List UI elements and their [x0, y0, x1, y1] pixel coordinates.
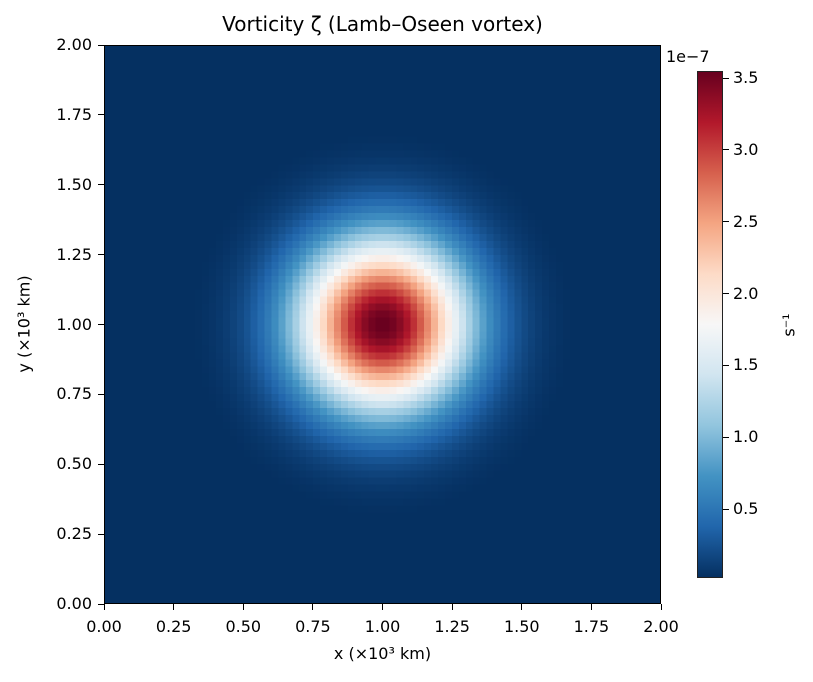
- colorbar-tick-label: 3.5: [733, 68, 759, 88]
- x-tick-label: 0.50: [225, 617, 262, 636]
- colorbar-tick-label: 0.5: [733, 499, 759, 519]
- colorbar-tick-mark: [723, 364, 729, 366]
- y-tick-mark: [98, 254, 104, 256]
- x-tick-label: 0.00: [86, 617, 122, 636]
- y-tick-mark: [98, 533, 104, 535]
- colorbar-tick-mark: [723, 508, 729, 510]
- x-tick-mark: [382, 604, 383, 610]
- chart-title: Vorticity ζ (Lamb–Oseen vortex): [222, 12, 543, 36]
- colorbar-tick-mark: [723, 77, 729, 79]
- colorbar-tick-label: 1.0: [733, 427, 759, 447]
- colorbar-offset-text: 1e−7: [666, 47, 710, 66]
- x-tick-mark: [173, 604, 175, 610]
- y-tick-label: 1.50: [56, 174, 92, 194]
- x-tick-mark: [242, 604, 244, 610]
- y-tick-mark: [98, 324, 104, 325]
- x-tick-mark: [590, 604, 592, 610]
- x-axis-label: x (×10³ km): [333, 644, 432, 663]
- x-tick-mark: [521, 604, 523, 610]
- x-tick-label: 0.25: [155, 617, 192, 636]
- y-tick-label: 0.00: [56, 594, 92, 613]
- colorbar-tick-mark: [723, 221, 729, 223]
- y-axis-label: y (×10³ km): [14, 275, 34, 373]
- colorbar: [697, 71, 723, 578]
- y-tick-label: 1.25: [56, 244, 92, 264]
- y-tick-mark: [98, 114, 104, 116]
- x-tick-label: 1.25: [434, 617, 470, 636]
- y-tick-label: 0.25: [56, 524, 92, 544]
- x-tick-label: 1.75: [573, 617, 610, 636]
- y-tick-label: 0.50: [56, 454, 92, 474]
- x-tick-label: 1.50: [503, 617, 540, 636]
- y-tick-mark: [98, 393, 104, 395]
- colorbar-tick-mark: [723, 149, 729, 151]
- colorbar-tick-label: 1.5: [733, 355, 759, 375]
- x-tick-label: 2.00: [643, 617, 679, 636]
- x-tick-mark: [103, 604, 105, 610]
- x-tick-mark: [660, 604, 662, 610]
- colorbar-tick-label: 2.0: [733, 283, 759, 303]
- y-tick-label: 2.00: [56, 35, 92, 54]
- x-tick-mark: [312, 604, 314, 610]
- y-tick-mark: [98, 463, 104, 465]
- colorbar-tick-label: 3.0: [733, 139, 759, 159]
- colorbar-tick-label: 2.5: [733, 211, 759, 231]
- heatmap-plot-area: [104, 45, 661, 604]
- y-tick-label: 1.00: [56, 314, 92, 334]
- x-tick-label: 1.00: [364, 617, 401, 636]
- y-tick-mark: [98, 184, 104, 186]
- y-tick-mark: [98, 603, 104, 605]
- colorbar-tick-mark: [723, 436, 729, 438]
- y-tick-mark: [98, 44, 104, 46]
- y-tick-label: 0.75: [56, 384, 92, 404]
- x-tick-label: 0.75: [295, 617, 331, 636]
- vorticity-heatmap: [105, 46, 660, 603]
- x-tick-mark: [451, 604, 453, 610]
- colorbar-tick-mark: [723, 293, 729, 295]
- colorbar-label: s⁻¹: [779, 313, 799, 337]
- y-tick-label: 1.75: [56, 104, 92, 124]
